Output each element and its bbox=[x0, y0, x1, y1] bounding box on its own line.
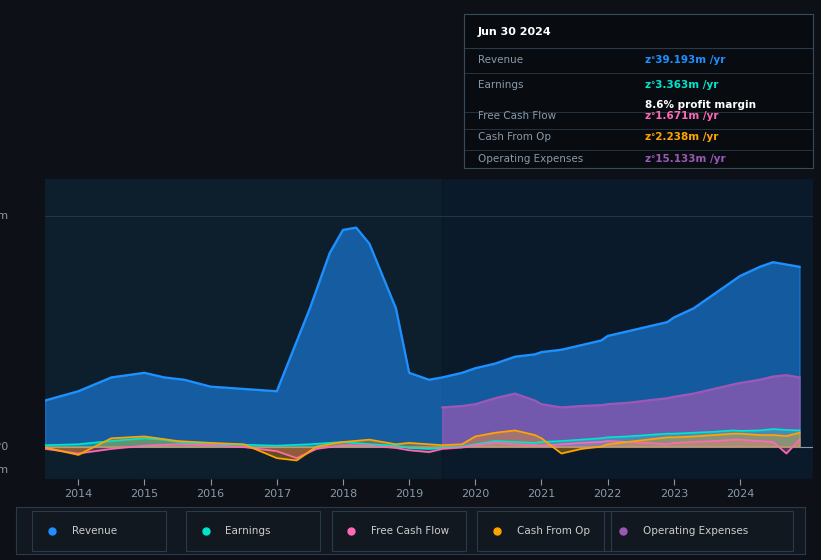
Text: Cash From Op: Cash From Op bbox=[478, 132, 551, 142]
Text: Operating Expenses: Operating Expenses bbox=[643, 526, 748, 535]
Bar bbox=[443, 179, 813, 479]
Text: zᐤ0: zᐤ0 bbox=[0, 441, 8, 451]
Text: 8.6% profit margin: 8.6% profit margin bbox=[645, 100, 756, 110]
Text: Free Cash Flow: Free Cash Flow bbox=[478, 111, 556, 120]
Text: Free Cash Flow: Free Cash Flow bbox=[371, 526, 449, 535]
Text: Jun 30 2024: Jun 30 2024 bbox=[478, 27, 552, 38]
Text: Earnings: Earnings bbox=[478, 80, 523, 90]
Text: Cash From Op: Cash From Op bbox=[517, 526, 590, 535]
Text: Operating Expenses: Operating Expenses bbox=[478, 154, 583, 164]
Text: Earnings: Earnings bbox=[225, 526, 271, 535]
Text: zᐤ50m: zᐤ50m bbox=[0, 211, 8, 221]
Text: Revenue: Revenue bbox=[478, 55, 523, 65]
Text: zᐤ2.238m /yr: zᐤ2.238m /yr bbox=[645, 132, 718, 142]
Text: zᐤ15.133m /yr: zᐤ15.133m /yr bbox=[645, 154, 726, 164]
Text: Revenue: Revenue bbox=[71, 526, 117, 535]
Text: zᐤ39.193m /yr: zᐤ39.193m /yr bbox=[645, 55, 726, 65]
Text: -zᐤ5m: -zᐤ5m bbox=[0, 465, 8, 474]
Text: zᐤ1.671m /yr: zᐤ1.671m /yr bbox=[645, 111, 719, 120]
Text: zᐤ3.363m /yr: zᐤ3.363m /yr bbox=[645, 80, 718, 90]
